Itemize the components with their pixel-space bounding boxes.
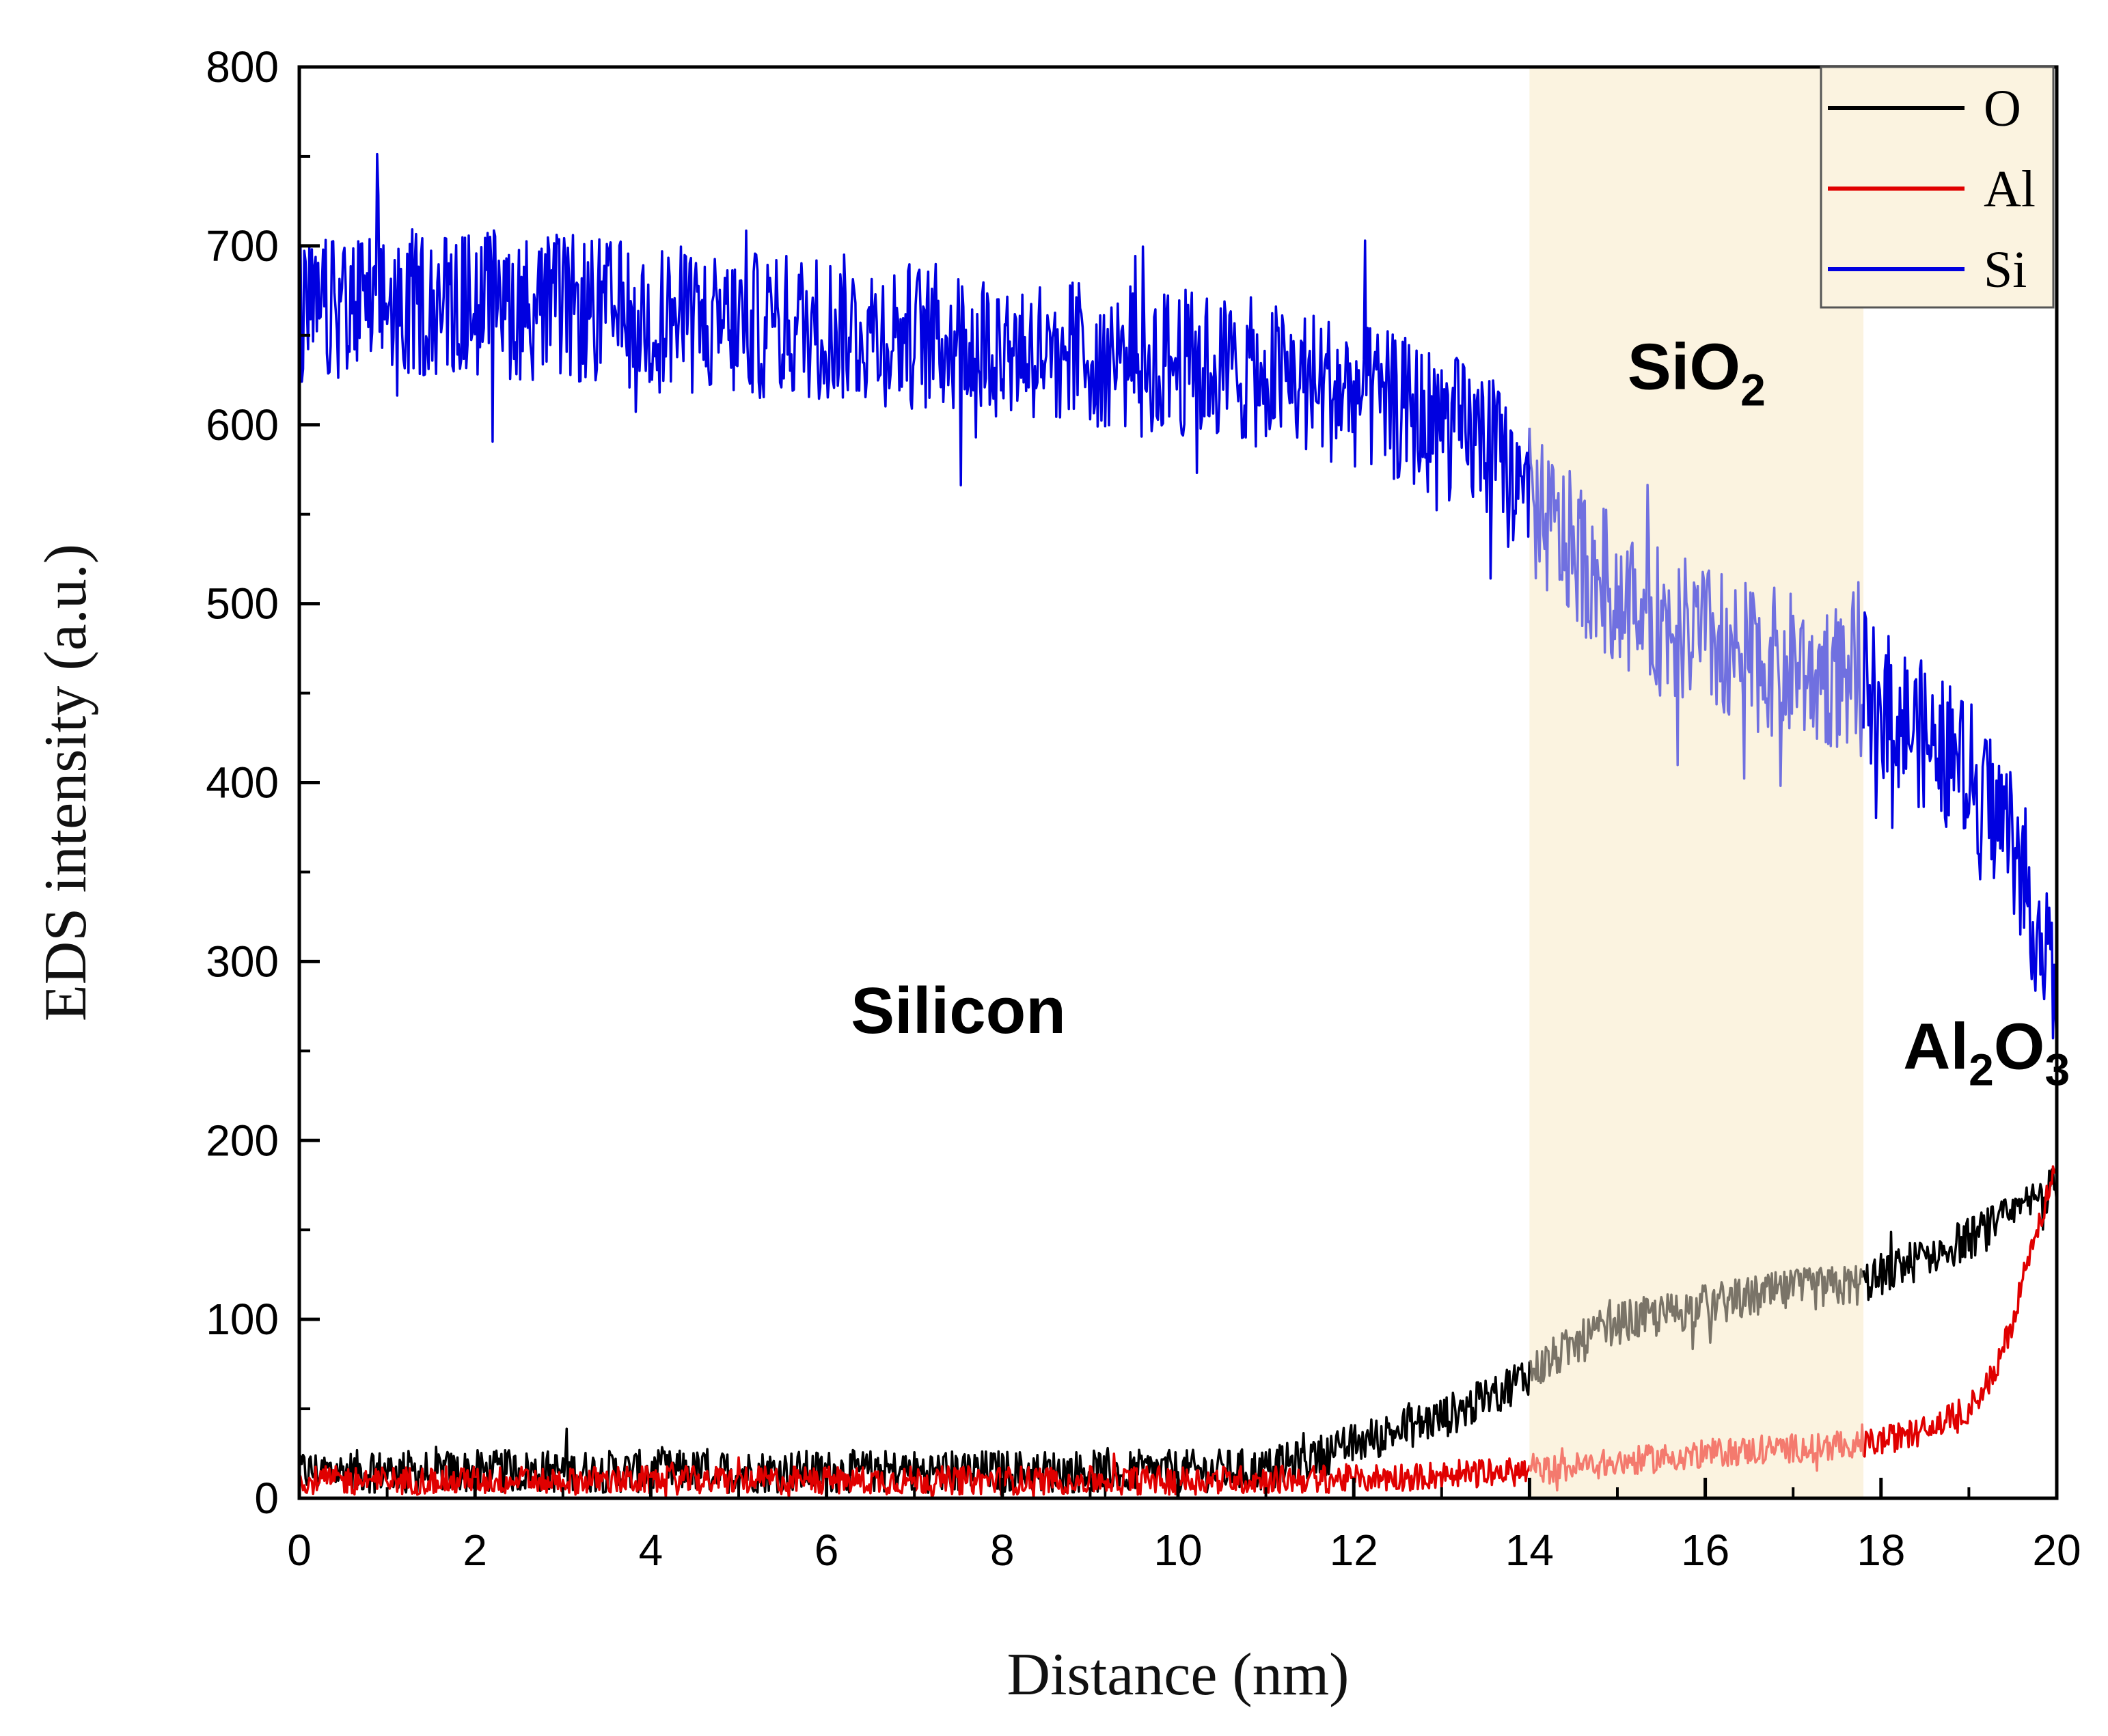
y-tick-label: 500 [206,579,279,629]
x-tick-label: 2 [463,1526,487,1575]
x-tick-label: 14 [1505,1526,1554,1575]
sio2-shaded-region [1529,67,1864,1498]
y-tick-label: 200 [206,1116,279,1165]
x-tick-label: 12 [1330,1526,1378,1575]
legend-label-si: Si [1984,241,2027,299]
x-tick-label: 6 [815,1526,839,1575]
ticks-layer: 0 2 4 6 8 10 12 14 16 18 2001002003004005006007008… [206,42,2081,1575]
y-tick-label: 0 [254,1474,279,1523]
x-tick-label: 0 [287,1526,312,1575]
x-tick-label: 4 [639,1526,663,1575]
region-label-silicon: Silicon [851,974,1066,1047]
legend-label-o: O [1984,80,2021,137]
x-tick-label: 18 [1857,1526,1905,1575]
y-tick-label: 700 [206,221,279,271]
y-tick-label: 400 [206,758,279,808]
legend: O Al Si [1820,66,2055,309]
region-labels-layer: Silicon SiO2 Al2O3 [851,330,2070,1094]
series-al-line [298,1452,1531,1500]
y-tick-label: 100 [206,1295,279,1344]
series-si-line [298,152,1531,580]
region-label-sio2: SiO2 [1628,330,1766,415]
x-tick-label: 20 [2032,1526,2081,1575]
series-si-line-shaded [1528,428,1865,787]
y-tick-label: 800 [206,42,279,92]
region-label-al2o3: Al2O3 [1903,1010,2070,1095]
series-o-line [298,1361,1531,1498]
series-al-line-end [1863,1165,2058,1458]
y-tick-label: 300 [206,937,279,986]
series-o-line-shaded [1529,1265,1865,1385]
legend-label-al: Al [1984,161,2036,218]
series-si-line-end [1862,611,2058,1041]
y-axis-title: EDS intensity (a.u.) [33,544,99,1021]
series-al-line-shaded [1528,1423,1865,1492]
series-o-line-end [1862,1168,2058,1301]
series-layer [298,152,2058,1500]
x-tick-label: 8 [990,1526,1015,1575]
sio2-shaded-region-layer [1529,67,1864,1498]
x-axis-title: Distance (nm) [1007,1642,1350,1708]
x-tick-label: 16 [1681,1526,1729,1575]
x-tick-label: 10 [1153,1526,1202,1575]
y-tick-label: 600 [206,400,279,450]
